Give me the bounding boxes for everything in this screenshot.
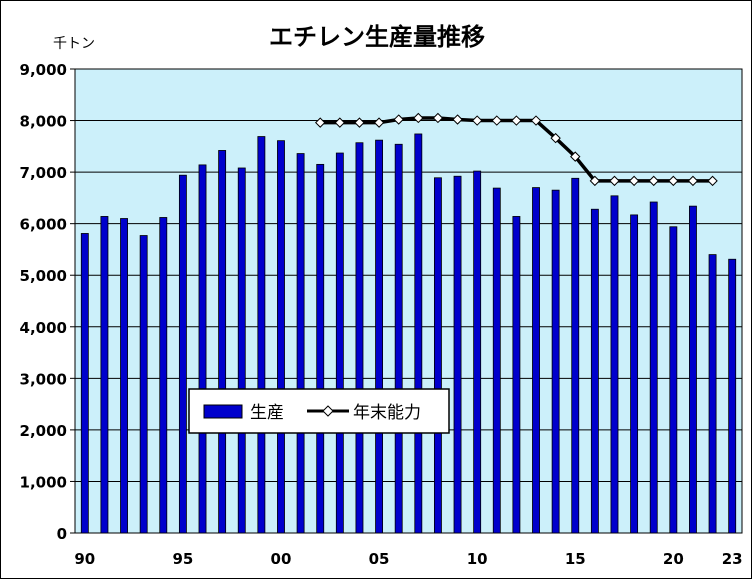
capacity-marker xyxy=(648,175,659,187)
capacity-marker xyxy=(628,175,640,187)
production-bar xyxy=(571,177,580,534)
legend: 生産 年末能力 xyxy=(188,388,450,434)
y-axis-ticks: 0 1,000 2,000 3,000 4,000 5,000 6,000 7,000 8,00… xyxy=(20,61,75,543)
capacity-marker xyxy=(570,151,581,162)
production-bar xyxy=(316,163,325,534)
capacity-marker xyxy=(491,115,502,126)
production-bar xyxy=(296,153,305,534)
production-bar xyxy=(257,136,266,534)
production-bar xyxy=(355,142,364,534)
capacity-marker xyxy=(707,175,718,187)
x-tick-label: 10 xyxy=(467,550,488,568)
production-bar xyxy=(610,195,619,534)
production-bar xyxy=(630,214,639,534)
y-tick-label: 7,000 xyxy=(20,164,67,182)
production-bar xyxy=(277,140,285,534)
y-tick-label: 0 xyxy=(57,525,67,543)
production-bar xyxy=(708,254,717,534)
legend-label-production: 生産 xyxy=(250,403,284,423)
production-bar xyxy=(120,218,128,534)
production-bar xyxy=(512,216,521,534)
production-bar xyxy=(551,189,560,534)
production-bar xyxy=(100,216,109,534)
capacity-marker xyxy=(354,117,365,128)
production-bar xyxy=(532,187,540,534)
x-tick-label: 05 xyxy=(369,550,390,568)
production-bar xyxy=(80,233,89,534)
production-bar xyxy=(453,175,462,534)
production-bar xyxy=(473,170,482,534)
capacity-line xyxy=(315,112,718,187)
production-bar xyxy=(669,226,678,534)
capacity-marker xyxy=(373,117,385,128)
y-tick-label: 4,000 xyxy=(20,319,67,337)
production-bar xyxy=(492,187,501,534)
legend-label-capacity: 年末能力 xyxy=(353,403,421,423)
production-bars xyxy=(80,133,737,534)
capacity-marker xyxy=(668,175,679,187)
capacity-marker xyxy=(432,112,444,124)
capacity-marker xyxy=(530,115,542,126)
capacity-marker xyxy=(315,117,326,128)
capacity-marker xyxy=(550,132,561,144)
y-tick-label: 5,000 xyxy=(20,267,67,285)
y-tick-label: 8,000 xyxy=(20,113,67,131)
capacity-marker xyxy=(452,114,463,125)
capacity-marker xyxy=(334,117,346,128)
x-tick-label: 95 xyxy=(172,550,193,568)
production-bar xyxy=(178,174,187,534)
production-bar xyxy=(414,133,423,534)
plot-area xyxy=(74,68,743,534)
production-bar xyxy=(198,164,207,534)
capacity-marker xyxy=(687,175,699,187)
x-tick-label: 23 xyxy=(722,550,743,568)
production-bar xyxy=(433,177,442,534)
production-bar xyxy=(139,235,148,534)
y-unit-label: 千トン xyxy=(53,36,95,52)
production-bar xyxy=(689,205,697,534)
production-bar xyxy=(728,258,737,534)
x-tick-label: 15 xyxy=(565,550,586,568)
capacity-marker xyxy=(471,115,483,126)
x-tick-label: 90 xyxy=(74,550,95,568)
production-bar xyxy=(335,152,344,534)
capacity-marker xyxy=(609,175,620,187)
production-bar xyxy=(237,167,246,534)
capacity-marker xyxy=(511,115,522,126)
production-bar xyxy=(590,208,599,534)
production-bar xyxy=(375,139,384,534)
production-bar xyxy=(394,143,403,534)
production-bar xyxy=(649,201,658,534)
y-tick-label: 6,000 xyxy=(20,216,67,234)
capacity-marker xyxy=(589,175,601,187)
legend-diamond-marker xyxy=(322,405,334,417)
y-tick-label: 9,000 xyxy=(20,61,67,79)
production-bar xyxy=(159,217,168,534)
chart-title: エチレン生産量推移 xyxy=(269,23,485,51)
legend-bar-swatch xyxy=(203,404,243,419)
x-tick-label: 00 xyxy=(271,550,292,568)
x-tick-label: 20 xyxy=(663,550,684,568)
y-tick-label: 3,000 xyxy=(20,370,67,388)
capacity-marker xyxy=(393,114,404,125)
y-tick-label: 2,000 xyxy=(20,422,67,440)
production-bar xyxy=(218,150,227,534)
x-axis-ticks: 90 95 00 05 10 15 20 23 xyxy=(74,550,742,568)
capacity-marker xyxy=(413,112,424,124)
y-tick-label: 1,000 xyxy=(20,473,67,491)
